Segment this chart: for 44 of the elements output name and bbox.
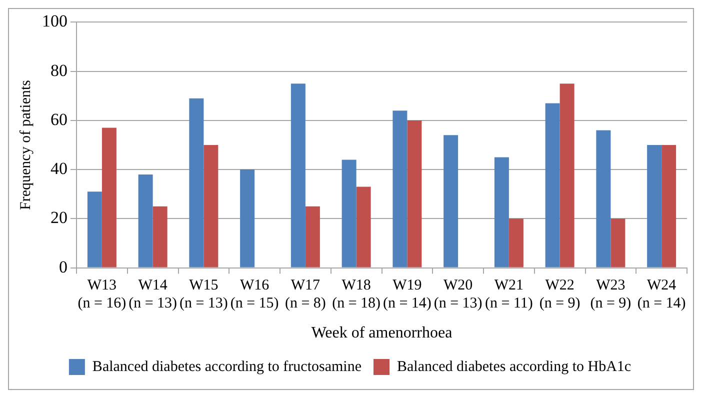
y-tick-label: 60 bbox=[50, 110, 68, 129]
x-tick-label: W19 (n = 14) bbox=[382, 278, 432, 312]
bar bbox=[647, 145, 662, 268]
bar bbox=[560, 84, 574, 268]
bar bbox=[444, 135, 458, 268]
bar bbox=[356, 186, 371, 268]
x-tick-label: W20 (n = 13) bbox=[434, 278, 482, 312]
bar bbox=[494, 157, 509, 268]
bar bbox=[342, 160, 356, 268]
y-axis-title: Frequency of patients bbox=[18, 80, 34, 210]
bar bbox=[508, 218, 524, 268]
bar bbox=[87, 192, 102, 268]
y-tick-label: 0 bbox=[59, 257, 68, 276]
bar bbox=[662, 145, 676, 268]
y-tick-label: 40 bbox=[50, 159, 68, 178]
x-tick-label: W24 (n = 14) bbox=[637, 278, 686, 312]
bar bbox=[290, 84, 306, 268]
bar bbox=[407, 120, 422, 268]
x-tick-label: W17 (n = 8) bbox=[284, 278, 326, 312]
y-tick-label: 80 bbox=[50, 60, 68, 80]
x-tick-label: W16 (n = 15) bbox=[230, 278, 279, 312]
bar bbox=[204, 145, 218, 268]
x-tick-label: W23 (n = 9) bbox=[590, 278, 632, 312]
bar bbox=[305, 206, 320, 268]
x-tick-label: W15 (n = 13) bbox=[179, 278, 228, 312]
bar bbox=[610, 218, 626, 268]
x-tick-label: W14 (n = 13) bbox=[128, 278, 178, 312]
x-tick-label: W18 (n = 18) bbox=[332, 278, 381, 312]
bar bbox=[392, 110, 408, 268]
bar bbox=[596, 130, 611, 268]
bar bbox=[189, 98, 204, 268]
bar bbox=[545, 103, 560, 268]
x-tick-label: W21 (n = 11) bbox=[484, 278, 533, 312]
bar bbox=[152, 206, 168, 268]
x-tick-label: W22 (n = 9) bbox=[539, 278, 580, 312]
bar bbox=[138, 174, 153, 268]
y-tick-label: 100 bbox=[42, 12, 68, 31]
bar bbox=[102, 128, 116, 268]
bar bbox=[240, 170, 255, 268]
legend-label: Balanced diabetes according to HbA1c bbox=[396, 358, 632, 375]
y-tick-label: 20 bbox=[50, 208, 68, 228]
legend-label: Balanced diabetes according to fructosamine bbox=[92, 358, 362, 375]
x-axis-title: Week of amenorrhoea bbox=[311, 324, 452, 342]
x-tick-label: W13 (n = 16) bbox=[78, 278, 126, 312]
